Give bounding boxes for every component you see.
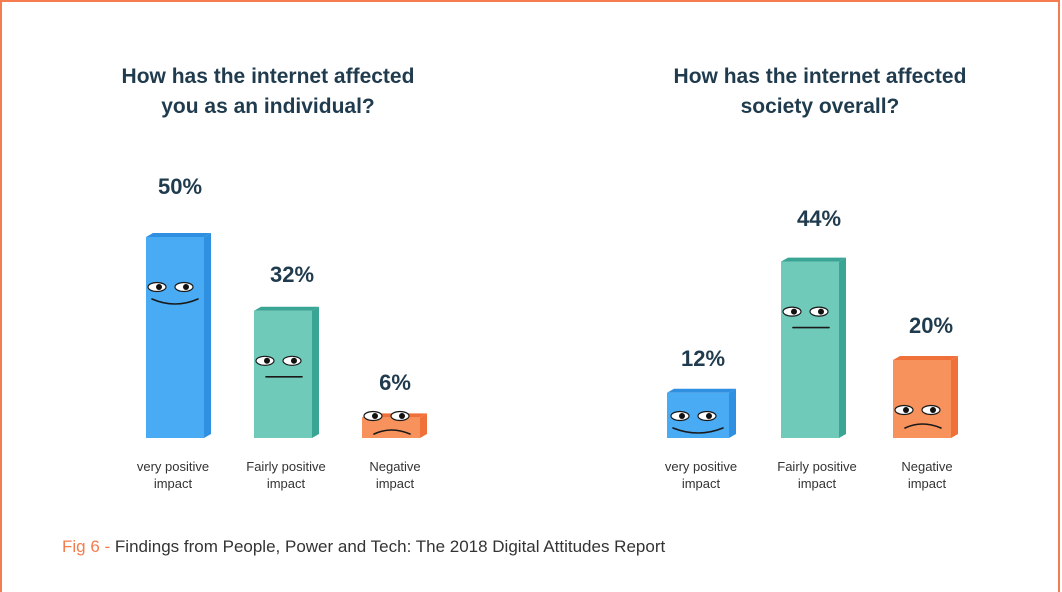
category-label: Negative impact — [369, 459, 421, 491]
bar — [362, 410, 427, 438]
bar-top — [146, 233, 211, 237]
pupil-icon — [930, 407, 936, 413]
bar — [781, 257, 846, 438]
bar — [893, 356, 958, 438]
mouth-icon — [672, 427, 724, 434]
bar-side — [951, 356, 958, 438]
category-label: Fairly positive impact — [777, 459, 857, 491]
bar-front — [146, 237, 204, 438]
value-label: 6% — [379, 370, 411, 395]
bar-top — [781, 257, 846, 262]
value-label: 20% — [908, 313, 954, 338]
bar — [667, 388, 736, 438]
value-label: 44% — [796, 206, 842, 231]
chart-title-society: How has the internet affected society ov… — [673, 65, 967, 118]
figure-caption: Fig 6 - Findings from People, Power and … — [62, 537, 665, 557]
category-label: Fairly positive impact — [246, 459, 326, 491]
bar — [146, 233, 211, 438]
bar — [254, 306, 319, 438]
bar-side — [839, 257, 846, 438]
mouth-icon — [904, 423, 942, 429]
frame-border-right — [1058, 0, 1060, 592]
pupil-icon — [291, 357, 297, 364]
bar-front — [254, 310, 312, 438]
bar-top — [893, 356, 958, 360]
category-label: Negative impact — [901, 459, 953, 491]
mouth-icon — [373, 429, 411, 435]
bar-side — [420, 413, 427, 438]
value-label: 50% — [157, 174, 203, 199]
mouth-icon — [151, 298, 199, 305]
pupil-icon — [156, 284, 162, 290]
figure-number: Fig 6 - — [62, 537, 115, 556]
bar-front — [893, 360, 951, 438]
pupil-icon — [399, 413, 405, 419]
pupil-icon — [903, 407, 909, 413]
bar-front — [781, 261, 839, 438]
category-label: very positive impact — [664, 459, 738, 491]
bar-top — [667, 388, 736, 393]
value-label: 12% — [680, 346, 726, 371]
pupil-icon — [264, 357, 270, 364]
bar-top — [254, 306, 319, 311]
bar-side — [204, 233, 211, 438]
pupil-icon — [183, 284, 189, 290]
pupil-icon — [791, 308, 797, 315]
category-label: very positive impact — [136, 459, 210, 491]
value-label: 32% — [269, 262, 315, 287]
bar-side — [729, 388, 736, 438]
chart-title-individual: How has the internet affected you as an … — [121, 65, 415, 118]
bar-side — [312, 306, 319, 438]
pupil-icon — [372, 413, 378, 419]
pupil-icon — [679, 413, 685, 419]
pupil-icon — [706, 413, 712, 419]
pupil-icon — [818, 308, 824, 315]
caption-text: Findings from People, Power and Tech: Th… — [114, 537, 666, 556]
